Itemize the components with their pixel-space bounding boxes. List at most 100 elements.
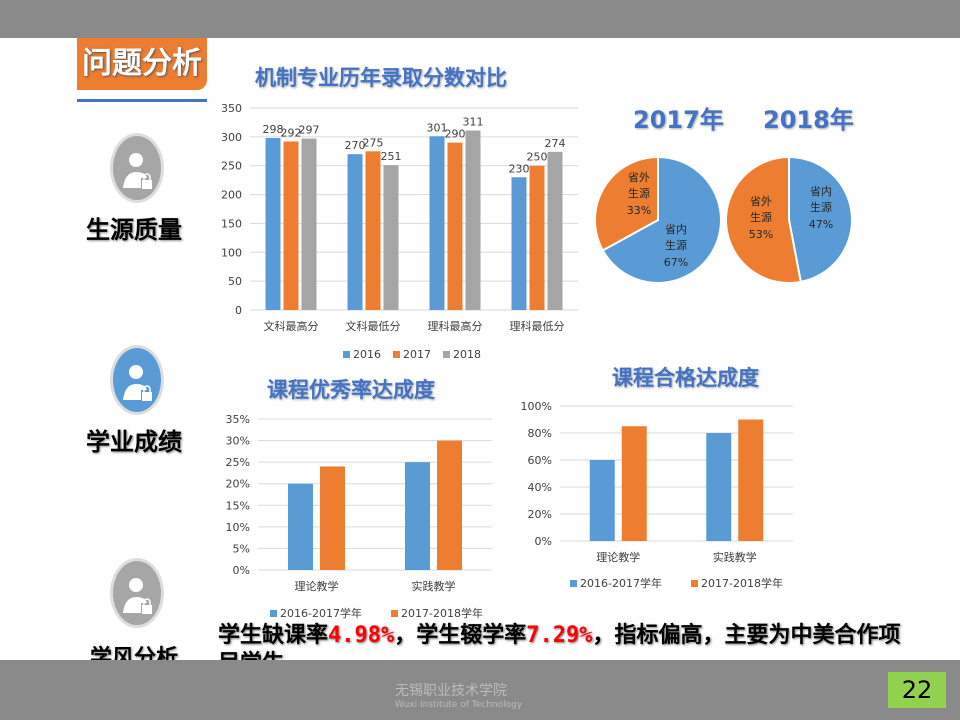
bar <box>301 138 317 310</box>
bar <box>288 483 313 570</box>
legend-label: 2017-2018学年 <box>401 606 483 620</box>
absence-rate: 4.98% <box>328 623 395 648</box>
bar <box>511 177 527 310</box>
y-tick-label: 50 <box>228 275 242 288</box>
x-tick-label: 实践教学 <box>412 579 456 593</box>
data-label: 290 <box>445 128 466 141</box>
page-number: 22 <box>888 672 946 708</box>
logo-en: Wuxi Institute of Technology <box>395 700 523 710</box>
y-tick-label: 20% <box>226 478 250 491</box>
bar <box>320 466 345 570</box>
chart-title-scores: 机制专业历年录取分数对比 <box>255 66 507 90</box>
bar <box>383 165 399 310</box>
y-tick-label: 5% <box>233 542 250 555</box>
x-tick-label: 文科最低分 <box>346 319 401 333</box>
bar <box>265 138 281 310</box>
data-label: 274 <box>545 137 566 150</box>
y-tick-label: 10% <box>226 521 250 534</box>
legend-label: 2017-2018学年 <box>701 576 783 590</box>
bar <box>437 440 462 570</box>
x-tick-label: 文科最高分 <box>264 319 319 333</box>
bar <box>283 141 299 310</box>
data-label: 250 <box>527 151 548 164</box>
bar <box>405 462 430 570</box>
data-label: 292 <box>281 126 302 139</box>
y-tick-label: 100% <box>521 400 552 413</box>
chart-title-pie-2018: 2018年 <box>763 106 854 134</box>
y-tick-label: 200 <box>221 189 242 202</box>
bottom-bar <box>0 660 960 720</box>
bar <box>447 142 463 310</box>
legend-swatch <box>570 580 577 587</box>
bar <box>465 130 481 310</box>
user-lock-icon <box>110 558 164 628</box>
data-label: 311 <box>463 116 484 129</box>
data-label: 251 <box>381 150 402 163</box>
dropout-rate: 7.29% <box>526 623 593 648</box>
x-tick-label: 理科最低分 <box>510 319 565 333</box>
bar <box>365 151 381 310</box>
legend-label: 2016-2017学年 <box>580 576 662 590</box>
data-label: 270 <box>345 139 366 152</box>
legend-swatch <box>391 610 398 617</box>
pie-slice <box>788 155 853 284</box>
x-tick-label: 实践教学 <box>713 550 757 564</box>
bar <box>706 433 732 541</box>
y-tick-label: 60% <box>528 454 552 467</box>
summary-part: 学生缺课率 <box>218 623 329 648</box>
bar <box>347 154 363 310</box>
section-tag: 问题分析 <box>77 38 207 90</box>
summary-text: 学生缺课率4.98%，学生辍学率7.29%，指标偏高，主要为中美合作项目学生。 <box>218 622 918 678</box>
y-tick-label: 250 <box>221 160 242 173</box>
y-tick-label: 35% <box>226 413 250 426</box>
y-tick-label: 40% <box>528 481 552 494</box>
legend-label: 2016 <box>353 348 381 361</box>
legend-label: 2018 <box>453 348 481 361</box>
data-label: 275 <box>363 136 384 149</box>
pie-percent: 47% <box>809 218 833 231</box>
data-label: 301 <box>427 121 448 134</box>
legend-swatch <box>270 610 277 617</box>
bar <box>738 419 764 541</box>
y-tick-label: 0% <box>535 535 552 548</box>
y-tick-label: 100 <box>221 246 242 259</box>
summary-part: ，学生辍学率 <box>394 623 527 648</box>
y-tick-label: 80% <box>528 427 552 440</box>
legend-swatch <box>393 351 400 358</box>
y-tick-label: 30% <box>226 435 250 448</box>
data-label: 230 <box>509 162 530 175</box>
logo-cn: 无锡职业技术学院 <box>395 683 507 699</box>
bar <box>547 151 563 310</box>
school-logo: 无锡职业技术学院 Wuxi Institute of Technology <box>395 680 522 710</box>
pie-label: 省内生源 <box>810 185 832 214</box>
y-tick-label: 15% <box>226 499 250 512</box>
x-tick-label: 理论教学 <box>295 579 339 593</box>
pie-percent: 33% <box>627 204 651 217</box>
legend-swatch <box>343 351 350 358</box>
legend-label: 2016-2017学年 <box>280 606 362 620</box>
y-tick-label: 300 <box>221 131 242 144</box>
data-label: 298 <box>263 123 284 136</box>
y-tick-label: 0 <box>235 304 242 317</box>
pie-label: 省外生源 <box>750 195 772 224</box>
y-tick-label: 350 <box>221 102 242 115</box>
bar <box>529 165 545 310</box>
bar <box>429 136 445 310</box>
legend-swatch <box>691 580 698 587</box>
x-tick-label: 理科最高分 <box>428 319 483 333</box>
pie-label: 省内生源 <box>665 223 687 252</box>
side-label-academic: 学业成绩 <box>86 428 182 456</box>
pie-label: 省外生源 <box>628 171 650 200</box>
x-tick-label: 理论教学 <box>596 550 640 564</box>
chart-title-pie-2017: 2017年 <box>633 106 724 134</box>
legend-label: 2017 <box>403 348 431 361</box>
user-lock-icon <box>110 133 164 203</box>
legend-swatch <box>443 351 450 358</box>
y-tick-label: 150 <box>221 217 242 230</box>
pie-percent: 53% <box>749 228 773 241</box>
bar <box>621 426 647 541</box>
pie-slice <box>594 155 659 252</box>
pie-slice <box>725 155 802 284</box>
bar <box>589 460 615 541</box>
